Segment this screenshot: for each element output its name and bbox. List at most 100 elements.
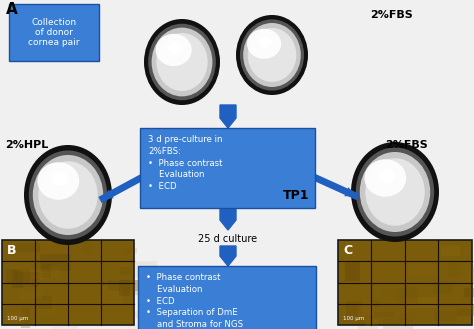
Bar (434, 311, 456, 320)
Bar (409, 264, 439, 275)
Ellipse shape (155, 34, 191, 66)
Bar (464, 288, 474, 297)
Text: 25 d culture: 25 d culture (199, 234, 257, 244)
Bar (396, 288, 419, 303)
Ellipse shape (38, 161, 98, 229)
Bar (15, 279, 32, 286)
Text: 100 μm: 100 μm (343, 316, 364, 321)
Ellipse shape (24, 145, 112, 245)
Bar (365, 319, 378, 326)
Bar (41, 271, 60, 288)
Bar (345, 262, 360, 281)
Bar (52, 321, 78, 329)
FancyBboxPatch shape (140, 128, 315, 208)
Ellipse shape (52, 172, 68, 186)
Bar (448, 263, 461, 278)
Text: TP1: TP1 (283, 189, 309, 202)
Ellipse shape (236, 15, 308, 95)
Ellipse shape (356, 147, 434, 237)
Bar (33, 262, 42, 277)
Bar (48, 266, 61, 279)
Bar (441, 246, 460, 256)
Bar (358, 302, 374, 317)
Bar (372, 300, 382, 307)
Text: B: B (7, 243, 17, 257)
Bar (100, 286, 123, 305)
Bar (18, 269, 49, 279)
Bar (120, 267, 131, 275)
Ellipse shape (33, 155, 103, 235)
Bar (383, 319, 413, 329)
Bar (345, 265, 354, 281)
Bar (382, 289, 414, 299)
Text: C: C (343, 243, 352, 257)
Ellipse shape (37, 162, 79, 200)
Ellipse shape (379, 169, 395, 183)
Ellipse shape (156, 33, 208, 91)
Bar (338, 240, 472, 325)
Bar (15, 271, 39, 287)
Bar (130, 311, 143, 318)
Bar (55, 245, 70, 254)
Ellipse shape (29, 150, 107, 240)
FancyBboxPatch shape (138, 266, 316, 329)
Ellipse shape (365, 158, 425, 226)
Bar (20, 308, 30, 328)
Bar (12, 270, 23, 289)
Ellipse shape (248, 28, 296, 82)
Text: 2%FBS: 2%FBS (385, 140, 428, 150)
Bar (357, 315, 373, 324)
Bar (356, 266, 385, 278)
Ellipse shape (144, 19, 220, 105)
Bar (399, 273, 416, 292)
Bar (458, 307, 473, 316)
Text: •  Phase contrast
    Evaluation
•  ECD
•  Separation of DmE
    and Stroma for : • Phase contrast Evaluation • ECD • Sepa… (146, 273, 243, 329)
Bar (457, 304, 474, 316)
Text: 2%HPL: 2%HPL (5, 140, 48, 150)
Bar (124, 247, 137, 253)
Bar (127, 322, 155, 329)
Bar (119, 280, 130, 296)
Bar (472, 267, 474, 285)
Bar (42, 264, 51, 278)
Bar (62, 259, 81, 277)
Bar (404, 286, 418, 303)
Text: A: A (6, 2, 18, 17)
Ellipse shape (259, 37, 273, 48)
Bar (132, 280, 161, 295)
Ellipse shape (148, 24, 216, 100)
Ellipse shape (247, 29, 281, 59)
Bar (40, 254, 72, 271)
Polygon shape (220, 208, 236, 230)
Bar (6, 269, 30, 285)
Bar (132, 261, 157, 277)
Polygon shape (220, 105, 236, 128)
Bar (20, 291, 42, 299)
Bar (83, 240, 91, 253)
Bar (16, 243, 40, 252)
Ellipse shape (360, 152, 430, 232)
Polygon shape (220, 246, 236, 266)
Ellipse shape (243, 23, 301, 87)
Text: 2%FBS: 2%FBS (370, 10, 413, 20)
FancyBboxPatch shape (9, 4, 99, 61)
Bar (108, 280, 141, 291)
Bar (461, 294, 474, 302)
Text: Collection
of donor
cornea pair: Collection of donor cornea pair (28, 17, 80, 47)
Text: 100 μm: 100 μm (7, 316, 28, 321)
Ellipse shape (365, 159, 406, 197)
Bar (373, 312, 394, 317)
Bar (2, 240, 134, 325)
Bar (346, 301, 362, 319)
Text: 3 d pre-culture in
2%FBS:
•  Phase contrast
    Evaluation
•  ECD: 3 d pre-culture in 2%FBS: • Phase contra… (148, 135, 222, 191)
Ellipse shape (240, 19, 304, 90)
Bar (34, 298, 57, 316)
Bar (434, 282, 452, 294)
Bar (6, 312, 26, 322)
Bar (41, 241, 54, 257)
Ellipse shape (152, 28, 212, 96)
Ellipse shape (168, 42, 182, 54)
Bar (358, 322, 378, 329)
Bar (401, 313, 418, 320)
Bar (458, 304, 474, 309)
